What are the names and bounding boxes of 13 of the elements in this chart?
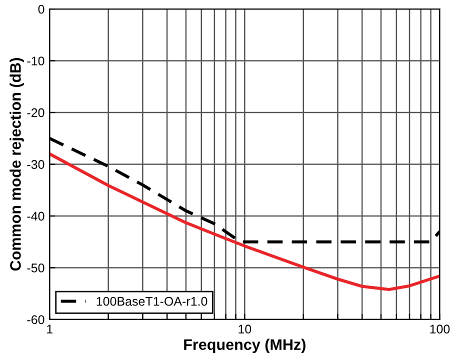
- y-tick-label: 0: [38, 4, 44, 14]
- y-tick-label: -60: [27, 315, 44, 324]
- y-tick-label: -30: [27, 160, 44, 169]
- x-tick-label: 100: [430, 324, 450, 334]
- y-tick-label: -10: [27, 56, 44, 66]
- x-axis-title: Frequency (MHz): [184, 338, 306, 354]
- y-tick-label: -50: [27, 264, 44, 272]
- y-tick-label: -20: [27, 108, 44, 118]
- x-tick-label: 10: [238, 324, 252, 334]
- legend-label: 100BaseT1-OA-r1.0: [96, 296, 208, 306]
- y-tick-label: -40: [27, 212, 44, 221]
- y-axis-title: Common mode rejection (dB): [10, 58, 24, 271]
- x-tick-label: 1: [47, 324, 52, 334]
